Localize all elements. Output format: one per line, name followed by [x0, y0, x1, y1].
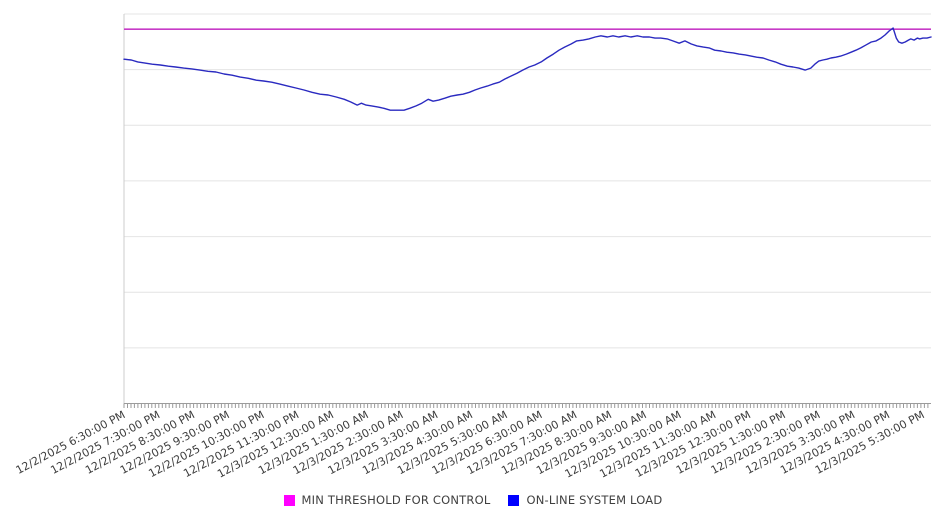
online-system-load-line: [123, 27, 932, 111]
legend-label-online-system-load: ON-LINE SYSTEM LOAD: [526, 493, 663, 507]
x-axis-minor-ticks: [123, 403, 929, 408]
legend-item-min-threshold[interactable]: MIN THRESHOLD FOR CONTROL: [283, 493, 491, 507]
legend: MIN THRESHOLD FOR CONTROL ON-LINE SYSTEM…: [0, 493, 946, 507]
legend-label-min-threshold: MIN THRESHOLD FOR CONTROL: [301, 493, 491, 507]
legend-swatch-online-system-load-icon: [508, 494, 520, 506]
legend-item-online-system-load[interactable]: ON-LINE SYSTEM LOAD: [508, 493, 662, 507]
legend-swatch-min-threshold-icon: [283, 494, 295, 506]
